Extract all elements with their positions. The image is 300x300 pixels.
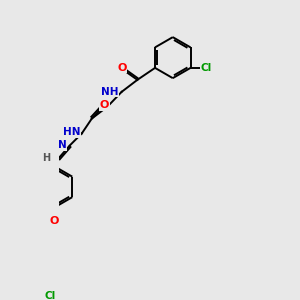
Text: H: H [42, 153, 50, 163]
Text: O: O [50, 216, 59, 226]
Text: O: O [100, 100, 109, 110]
Text: N: N [58, 140, 67, 150]
Text: Cl: Cl [201, 63, 212, 73]
Text: Cl: Cl [45, 291, 56, 300]
Text: NH: NH [101, 87, 118, 97]
Text: O: O [117, 63, 126, 73]
Text: HN: HN [63, 127, 80, 137]
